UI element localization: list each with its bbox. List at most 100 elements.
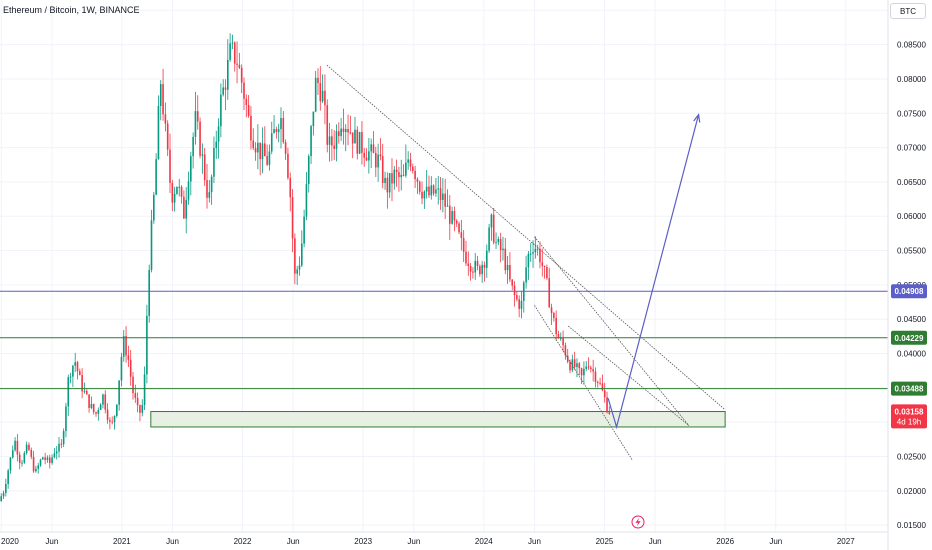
candle-body <box>432 185 435 194</box>
candle-body <box>596 381 599 383</box>
candle-body <box>356 129 359 154</box>
horizontal-levels-layer[interactable] <box>0 290 888 390</box>
candle-body <box>573 359 576 368</box>
lightning-icon-bolt <box>635 517 641 527</box>
candle-body <box>250 115 252 141</box>
candle-body <box>409 159 412 167</box>
candle-body <box>132 376 134 394</box>
grid-lines <box>0 0 888 532</box>
candle-body <box>321 90 324 102</box>
candle-body <box>176 186 178 194</box>
candle-body <box>291 197 294 239</box>
candle-body <box>374 152 377 168</box>
candle-body <box>273 129 275 134</box>
candle-body <box>405 162 407 176</box>
candle-body <box>592 369 594 372</box>
candle-body <box>53 453 56 458</box>
candle-body <box>254 148 257 153</box>
candle-body <box>377 154 379 168</box>
candle-body <box>166 123 169 150</box>
candle-body <box>155 159 157 195</box>
candle-body <box>594 371 597 382</box>
candle-body <box>407 159 409 163</box>
candle-body <box>580 368 583 376</box>
candle-body <box>298 265 301 270</box>
level-badge-label: 0.04908 <box>895 287 924 296</box>
x-tick-label: Jun <box>528 537 541 546</box>
candle-body <box>328 136 331 145</box>
candle-body <box>95 412 97 414</box>
candle-body <box>335 131 338 149</box>
candle-body <box>106 409 109 420</box>
candle-body <box>81 375 83 392</box>
candle-body <box>139 405 141 413</box>
candle-body <box>372 144 375 153</box>
candle-body <box>543 265 546 267</box>
candle-body <box>483 264 486 268</box>
candle-body <box>569 361 571 371</box>
time-axis[interactable]: 2020 Jun 2021 Jun 2022 Jun 2023 Jun 2024 Jun 2025 J… <box>0 531 888 546</box>
candle-body <box>599 382 601 384</box>
candle-body <box>497 239 500 243</box>
candle-body <box>469 265 472 272</box>
candle-body <box>259 142 261 160</box>
candle-body <box>83 390 86 392</box>
candle-body <box>215 141 218 148</box>
candle-body <box>527 253 530 268</box>
candle-body <box>51 457 53 463</box>
y-tick-label: 0.07500 <box>897 109 926 118</box>
candle-body <box>2 492 5 497</box>
candle-body <box>509 265 511 280</box>
candle-body <box>541 262 544 266</box>
candle-body <box>300 243 303 266</box>
x-tick-label: 2025 <box>596 537 614 546</box>
candle-body <box>439 188 442 200</box>
candle-body <box>240 67 243 83</box>
candle-body <box>465 251 467 264</box>
candle-body <box>492 214 495 243</box>
candle-body <box>111 421 114 423</box>
candle-body <box>143 374 146 406</box>
candle-body <box>16 440 19 455</box>
candle-body <box>474 260 477 273</box>
candle-body <box>358 132 361 154</box>
candle-body <box>263 143 266 157</box>
candle-body <box>562 338 564 346</box>
candle-body <box>129 359 132 377</box>
candle-body <box>386 177 389 193</box>
price-axis[interactable]: 0.090000.085000.080000.075000.070000.065… <box>887 0 926 550</box>
candle-body <box>539 248 541 263</box>
candle-body <box>245 98 248 106</box>
candle-body <box>257 142 259 153</box>
projection-layer[interactable] <box>607 113 701 430</box>
candle-body <box>511 279 514 286</box>
candle-body <box>395 169 398 173</box>
candle-body <box>455 220 458 224</box>
currency-badge[interactable]: BTC <box>890 3 926 19</box>
candle-body <box>504 248 507 271</box>
y-tick-label: 0.04500 <box>897 315 926 324</box>
candle-body <box>270 133 273 152</box>
candle-body <box>146 315 148 375</box>
candle-body <box>76 362 79 372</box>
candle-body <box>48 457 51 463</box>
y-tick-label: 0.04000 <box>897 350 926 359</box>
candle-body <box>305 184 308 217</box>
candle-body <box>430 185 433 196</box>
candle-body <box>282 118 285 143</box>
lightning-icon[interactable] <box>631 515 645 529</box>
candle-body <box>213 147 215 177</box>
candle-body <box>153 194 155 221</box>
candle-body <box>159 84 162 106</box>
trendlines-layer[interactable] <box>326 64 726 461</box>
candle-body <box>388 173 391 193</box>
candle-body <box>314 77 317 112</box>
candle-body <box>118 380 120 405</box>
y-tick-label: 0.06000 <box>897 212 926 221</box>
candle-body <box>231 42 234 44</box>
candle-body <box>210 176 213 193</box>
projection-arrowhead <box>693 113 701 123</box>
candle-body <box>23 453 26 463</box>
